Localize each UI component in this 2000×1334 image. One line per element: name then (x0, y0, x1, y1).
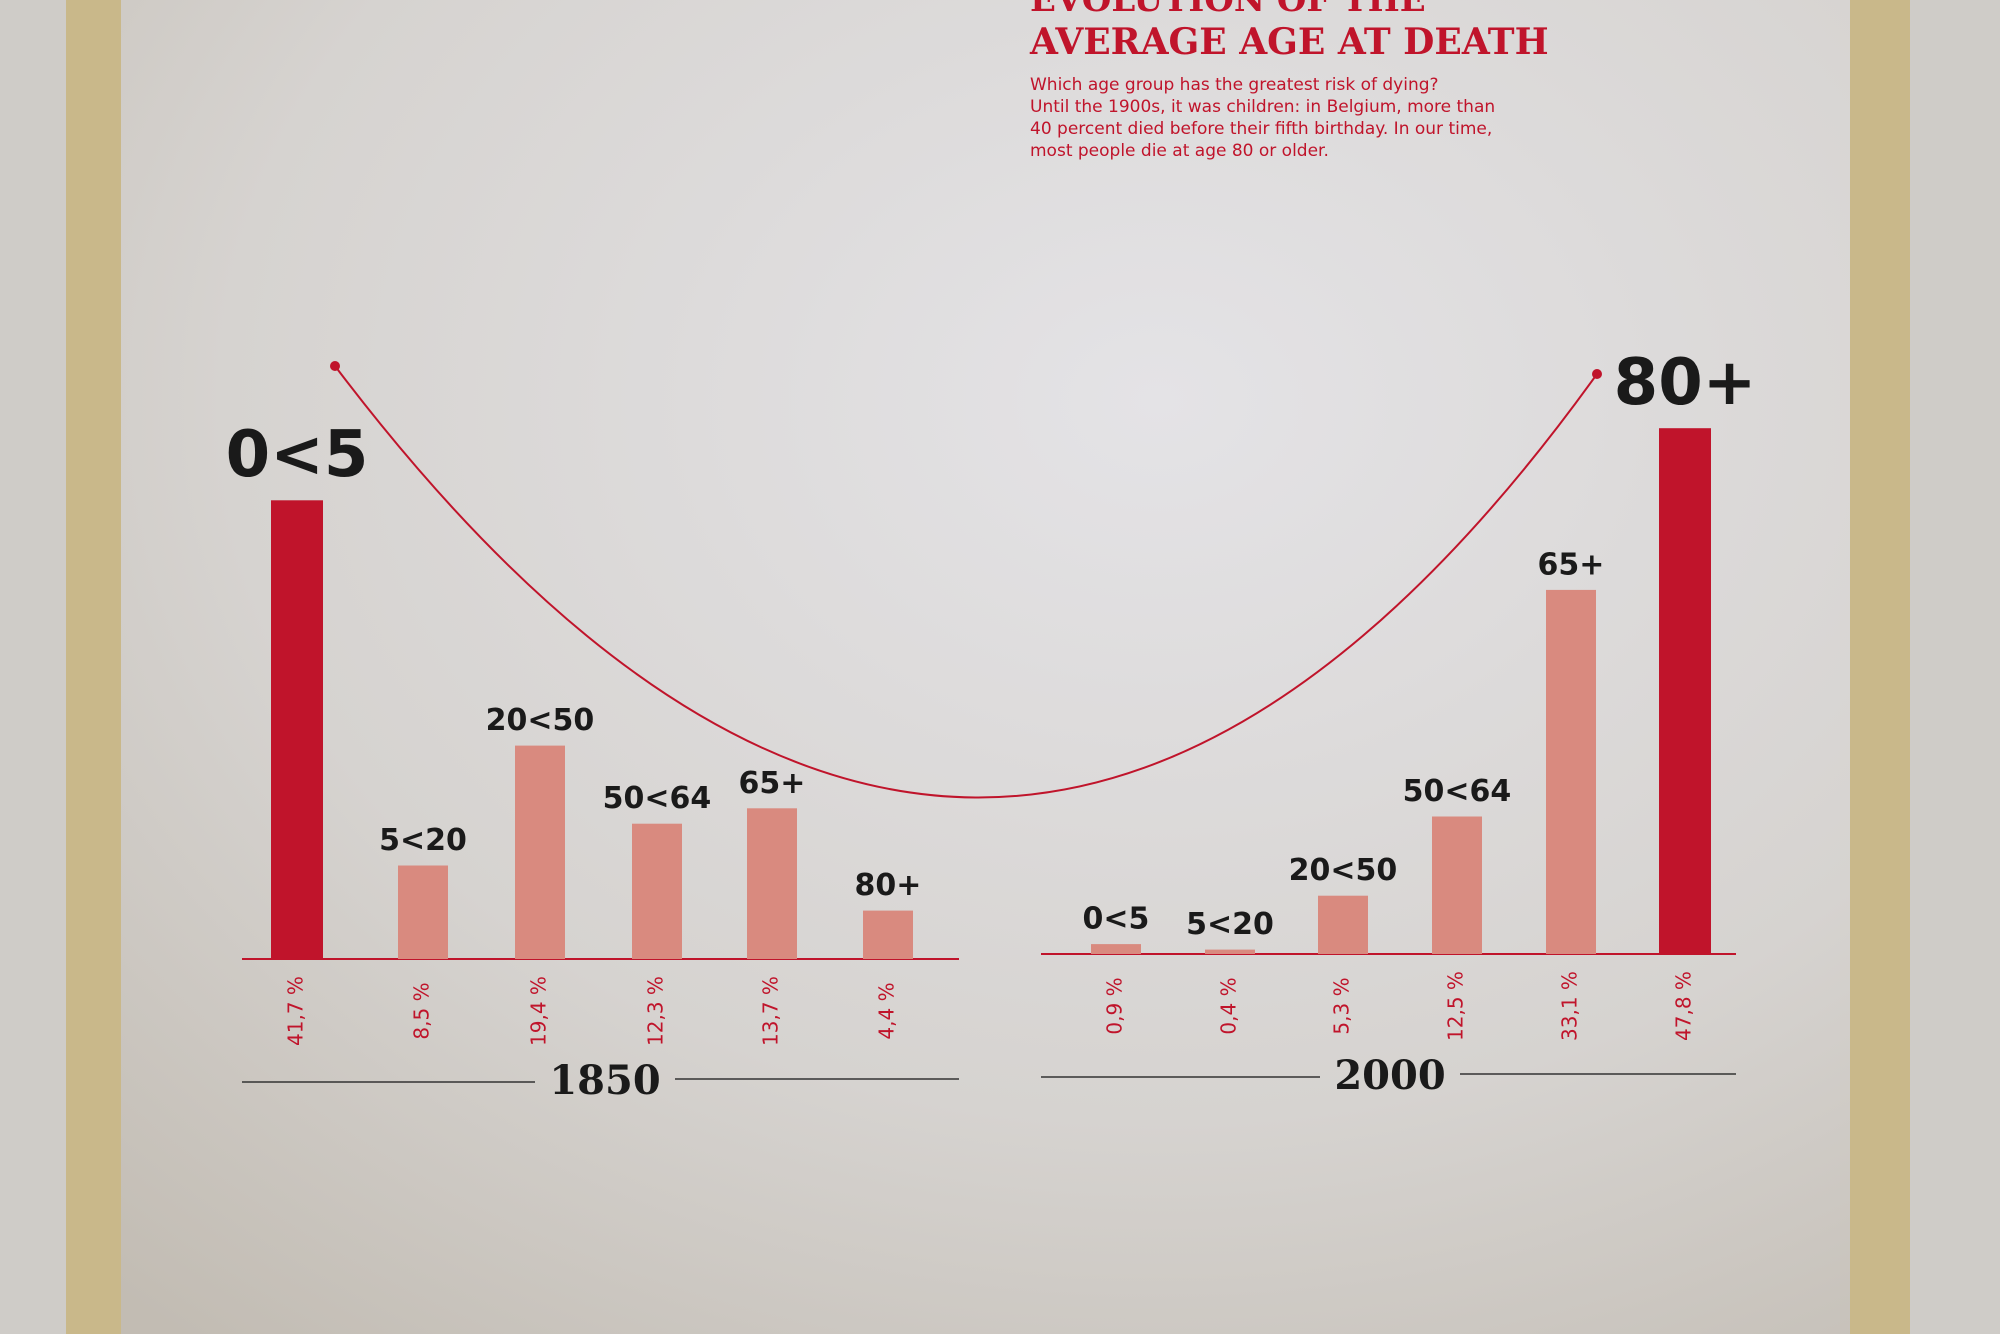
category-label: 50<64 (1403, 774, 1512, 809)
chart-title: 1850 (549, 1057, 660, 1104)
value-label: 0,9 % (1103, 977, 1127, 1034)
description-line: most people die at age 80 or older. (1030, 141, 1329, 161)
bar (632, 823, 682, 959)
bar (1318, 895, 1368, 954)
category-label: 80+ (855, 868, 922, 903)
category-label: 20<50 (1289, 853, 1398, 888)
value-label: 13,7 % (759, 976, 783, 1046)
bar (1205, 949, 1255, 954)
category-label: 0<5 (1083, 902, 1150, 937)
category-label: 0<5 (226, 418, 369, 492)
header: EVOLUTION OF THE AVERAGE AGE AT DEATH Wh… (1029, 0, 1549, 161)
curve (334, 365, 1598, 799)
category-label: 5<20 (379, 823, 467, 858)
description-line: 40 percent died before their fifth birth… (1030, 119, 1492, 139)
kicker: EVOLUTION OF THE (1030, 0, 1426, 20)
value-label: 12,5 % (1444, 971, 1468, 1041)
value-label: 41,7 % (284, 976, 308, 1046)
description-line: Until the 1900s, it was children: in Bel… (1030, 97, 1495, 117)
category-label: 50<64 (603, 781, 712, 816)
bar (1432, 816, 1482, 954)
value-label: 8,5 % (410, 982, 434, 1039)
bar (1659, 428, 1711, 954)
curve-dot (1592, 369, 1602, 379)
bar (398, 865, 448, 959)
category-label: 80+ (1614, 346, 1757, 420)
bar (747, 808, 797, 959)
bar (863, 910, 913, 959)
title: AVERAGE AGE AT DEATH (1029, 21, 1549, 63)
value-label: 12,3 % (644, 976, 668, 1046)
value-label: 19,4 % (527, 976, 551, 1046)
value-label: 47,8 % (1672, 971, 1696, 1041)
value-label: 4,4 % (875, 982, 899, 1039)
category-label: 5<20 (1186, 907, 1274, 942)
curve-dot (330, 361, 340, 371)
bar (1546, 589, 1596, 954)
category-label: 20<50 (486, 703, 595, 738)
value-label: 5,3 % (1330, 977, 1354, 1034)
bar (515, 745, 565, 959)
description-line: Which age group has the greatest risk of… (1030, 75, 1439, 95)
bar (1091, 944, 1141, 954)
charts: 0<5 41,7 % 5<20 8,5 % 20<50 19,4 % 50<64 12,3 %… (226, 346, 1757, 1104)
category-label: 65+ (739, 766, 806, 801)
value-label: 0,4 % (1217, 977, 1241, 1034)
chart-title: 2000 (1334, 1052, 1445, 1099)
bar (271, 500, 323, 959)
value-label: 33,1 % (1558, 971, 1582, 1041)
category-label: 65+ (1538, 547, 1605, 582)
